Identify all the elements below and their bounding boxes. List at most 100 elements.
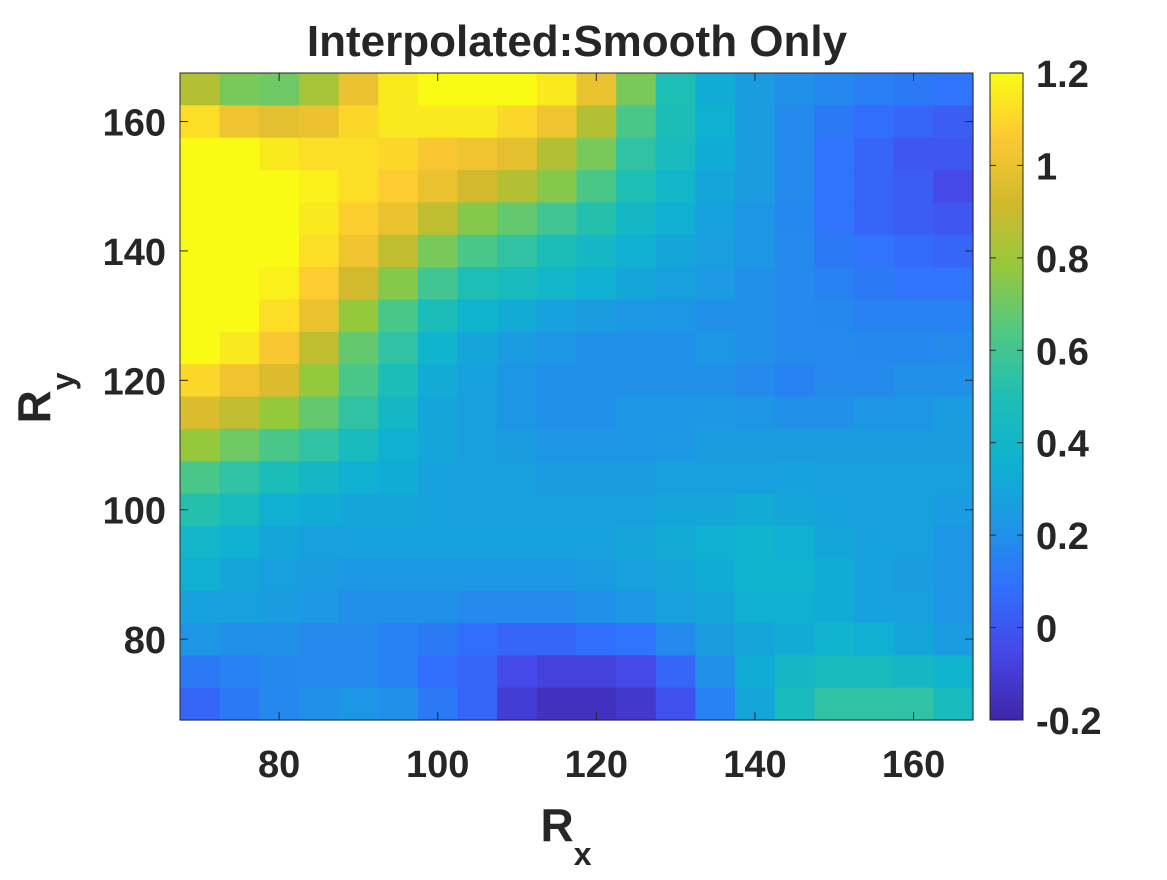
heatmap-cell — [735, 622, 776, 656]
heatmap-cell — [219, 590, 260, 624]
heatmap-cell — [378, 170, 419, 203]
heatmap-cell — [774, 461, 815, 495]
heatmap-cell — [378, 105, 419, 139]
heatmap-cell — [695, 202, 736, 236]
heatmap-cell — [854, 299, 895, 333]
heatmap-cell — [219, 396, 260, 430]
heatmap-cell — [417, 655, 459, 689]
heatmap-cell — [338, 137, 379, 171]
heatmap-cell — [616, 137, 657, 171]
heatmap-cell — [378, 331, 419, 365]
heatmap-cell — [180, 525, 221, 559]
heatmap-cell — [616, 396, 657, 430]
heatmap-cell — [457, 73, 498, 106]
heatmap-cell — [457, 364, 498, 398]
heatmap-cell — [259, 493, 300, 527]
heatmap-cell — [893, 558, 934, 592]
y-tick-label: 160 — [103, 103, 166, 145]
heatmap-cell — [457, 267, 498, 301]
heatmap-cell — [259, 655, 300, 689]
heatmap-cell — [655, 137, 697, 171]
heatmap-cell — [735, 170, 776, 203]
heatmap-cell — [774, 655, 815, 689]
colorbar — [989, 72, 1024, 721]
heatmap-cell — [933, 202, 974, 236]
heatmap-cell — [576, 299, 617, 333]
heatmap-cell — [933, 558, 974, 592]
heatmap-cell — [854, 655, 895, 689]
heatmap-cell — [655, 234, 697, 268]
heatmap-cell — [774, 687, 815, 721]
heatmap-cell — [298, 396, 340, 430]
colorbar-tick-label: 0.2 — [1036, 516, 1089, 558]
heatmap-cell — [655, 493, 697, 527]
colorbar-tick-label: -0.2 — [1036, 701, 1101, 743]
heatmap-cell — [378, 558, 419, 592]
heatmap-cell — [338, 331, 379, 365]
heatmap-cell — [219, 622, 260, 656]
heatmap-cell — [497, 105, 538, 139]
heatmap-cell — [259, 234, 300, 268]
heatmap-cell — [497, 299, 538, 333]
heatmap-cell — [259, 331, 300, 365]
heatmap-cell — [616, 105, 657, 139]
heatmap-cell — [616, 558, 657, 592]
heatmap-cell — [497, 655, 538, 689]
heatmap-cell — [180, 202, 221, 236]
heatmap-cell — [616, 364, 657, 398]
heatmap-cell — [219, 428, 260, 462]
heatmap-cell — [893, 461, 934, 495]
heatmap-cell — [695, 331, 736, 365]
heatmap-cell — [695, 622, 736, 656]
heatmap-cell — [219, 687, 260, 721]
heatmap-cell — [655, 461, 697, 495]
heatmap-cell — [259, 105, 300, 139]
heatmap-cell — [735, 267, 776, 301]
heatmap-cell — [457, 396, 498, 430]
heatmap-cell — [933, 267, 974, 301]
heatmap-cell — [378, 525, 419, 559]
heatmap-cell — [695, 73, 736, 106]
heatmap-cell — [774, 105, 815, 139]
x-axis-label-main: R — [540, 799, 573, 851]
heatmap-cell — [497, 428, 538, 462]
heatmap-cell — [774, 493, 815, 527]
heatmap-cell — [735, 493, 776, 527]
heatmap-cell — [298, 622, 340, 656]
heatmap-cell — [933, 525, 974, 559]
heatmap-cell — [219, 73, 260, 106]
heatmap-cell — [378, 590, 419, 624]
heatmap-cell — [774, 299, 815, 333]
heatmap-cell — [536, 428, 578, 462]
heatmap-cell — [655, 331, 697, 365]
heatmap-cell — [497, 525, 538, 559]
heatmap-cell — [774, 234, 815, 268]
heatmap-cell — [814, 493, 855, 527]
heatmap-cell — [893, 525, 934, 559]
y-tick-label: 80 — [124, 620, 166, 662]
heatmap-cell — [338, 170, 379, 203]
heatmap-cell — [338, 558, 379, 592]
heatmap-cell — [774, 202, 815, 236]
heatmap-cell — [259, 525, 300, 559]
heatmap-cell — [536, 622, 578, 656]
colorbar-tick-label: 0.4 — [1036, 424, 1089, 466]
heatmap-cell — [735, 590, 776, 624]
heatmap-cell — [695, 105, 736, 139]
heatmap-cell — [695, 396, 736, 430]
heatmap-cell — [933, 170, 974, 203]
heatmap-cell — [695, 493, 736, 527]
heatmap-cell — [219, 525, 260, 559]
heatmap-cell — [814, 396, 855, 430]
heatmap-cell — [933, 461, 974, 495]
heatmap-cell — [180, 299, 221, 333]
heatmap-cell — [457, 202, 498, 236]
heatmap-cell — [417, 558, 459, 592]
heatmap-cell — [735, 655, 776, 689]
heatmap-cell — [259, 461, 300, 495]
heatmap-cell — [854, 267, 895, 301]
heatmap-cell — [536, 396, 578, 430]
heatmap-cell — [814, 428, 855, 462]
heatmap-cell — [378, 73, 419, 106]
heatmap-cell — [655, 267, 697, 301]
